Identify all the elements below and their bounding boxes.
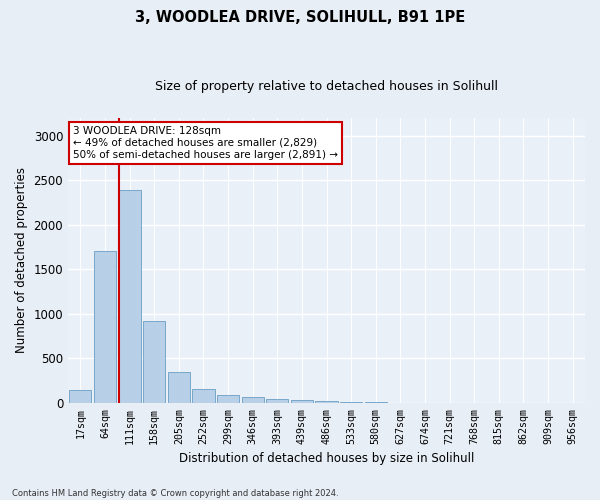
Bar: [316, 402, 338, 403]
Bar: [119, 190, 140, 403]
Bar: [266, 399, 289, 403]
Bar: [168, 372, 190, 403]
X-axis label: Distribution of detached houses by size in Solihull: Distribution of detached houses by size …: [179, 452, 474, 465]
Bar: [242, 397, 264, 403]
Text: 3 WOODLEA DRIVE: 128sqm
← 49% of detached houses are smaller (2,829)
50% of semi: 3 WOODLEA DRIVE: 128sqm ← 49% of detache…: [73, 126, 338, 160]
Bar: [291, 400, 313, 403]
Bar: [143, 321, 165, 403]
Text: Contains HM Land Registry data © Crown copyright and database right 2024.: Contains HM Land Registry data © Crown c…: [12, 488, 338, 498]
Bar: [217, 395, 239, 403]
Bar: [69, 390, 91, 403]
Text: 3, WOODLEA DRIVE, SOLIHULL, B91 1PE: 3, WOODLEA DRIVE, SOLIHULL, B91 1PE: [135, 10, 465, 25]
Title: Size of property relative to detached houses in Solihull: Size of property relative to detached ho…: [155, 80, 498, 93]
Bar: [193, 389, 215, 403]
Y-axis label: Number of detached properties: Number of detached properties: [15, 168, 28, 354]
Bar: [94, 252, 116, 403]
